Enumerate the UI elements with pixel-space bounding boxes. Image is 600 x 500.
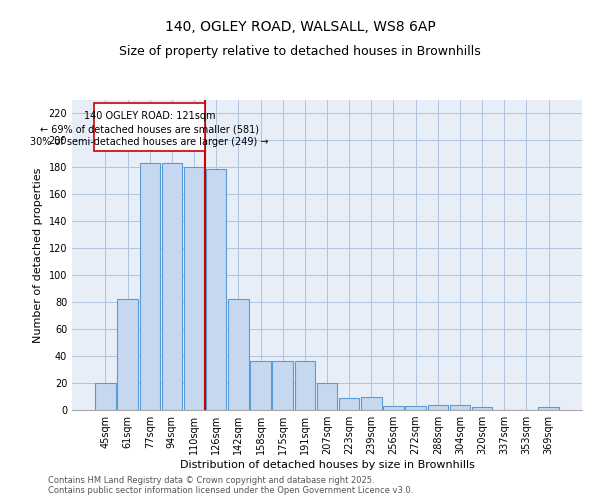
Bar [250, 362, 271, 410]
Bar [406, 406, 426, 410]
Text: ← 69% of detached houses are smaller (581): ← 69% of detached houses are smaller (58… [40, 124, 259, 134]
Bar [95, 383, 116, 410]
Bar [295, 362, 315, 410]
Text: Contains HM Land Registry data © Crown copyright and database right 2025.
Contai: Contains HM Land Registry data © Crown c… [48, 476, 413, 495]
Text: 140 OGLEY ROAD: 121sqm: 140 OGLEY ROAD: 121sqm [84, 112, 215, 122]
Bar [383, 406, 404, 410]
Bar [428, 404, 448, 410]
Bar [118, 300, 138, 410]
Bar [538, 408, 559, 410]
Bar [272, 362, 293, 410]
Bar [206, 168, 226, 410]
Bar [184, 168, 204, 410]
Text: 30% of semi-detached houses are larger (249) →: 30% of semi-detached houses are larger (… [30, 138, 269, 147]
Text: Size of property relative to detached houses in Brownhills: Size of property relative to detached ho… [119, 45, 481, 58]
X-axis label: Distribution of detached houses by size in Brownhills: Distribution of detached houses by size … [179, 460, 475, 470]
Bar [228, 300, 248, 410]
Bar [317, 383, 337, 410]
Text: 140, OGLEY ROAD, WALSALL, WS8 6AP: 140, OGLEY ROAD, WALSALL, WS8 6AP [164, 20, 436, 34]
Bar [140, 164, 160, 410]
Bar [361, 396, 382, 410]
FancyBboxPatch shape [94, 102, 205, 151]
Bar [161, 164, 182, 410]
Bar [339, 398, 359, 410]
Bar [472, 408, 493, 410]
Y-axis label: Number of detached properties: Number of detached properties [33, 168, 43, 342]
Bar [450, 404, 470, 410]
